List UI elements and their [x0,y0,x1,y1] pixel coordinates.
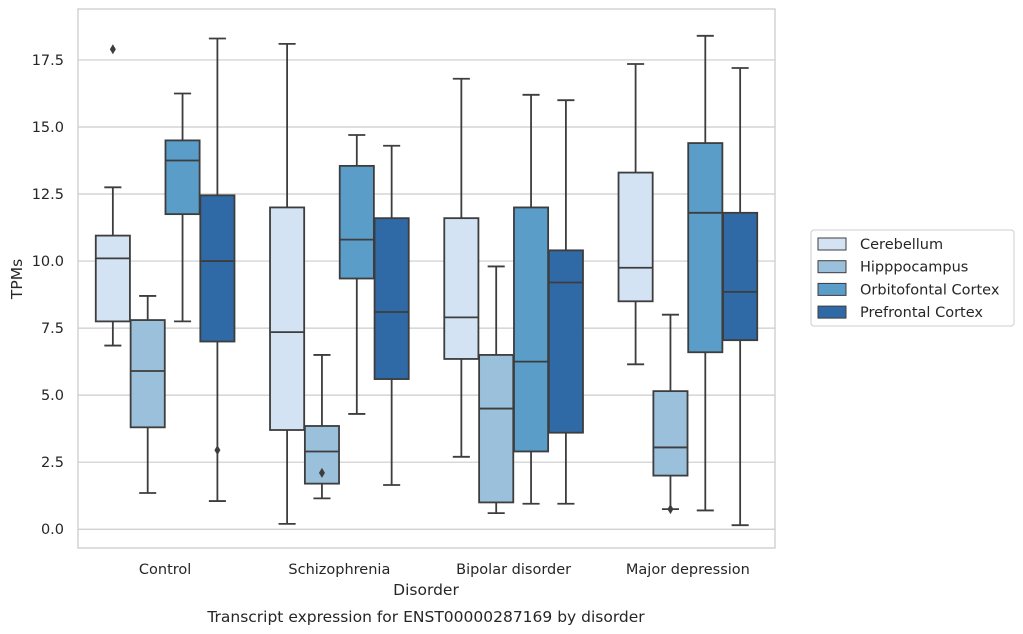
box-rect [687,142,724,354]
legend-label-2: Orbitofontal Cortex [860,282,1000,298]
y-axis-label: TPMs [8,259,26,300]
box-rect [164,139,201,216]
legend-swatch-3 [817,305,847,319]
box-rect [94,234,131,323]
box-3-1 [652,313,689,515]
box-1-3 [373,144,410,486]
legend-frame [810,229,1015,327]
box-3-0 [617,63,654,366]
box-rect [513,206,550,453]
outlier-0 [214,445,221,456]
box-2-2 [513,93,550,505]
chart-caption: Transcript expression for ENST0000028716… [206,608,645,626]
legend-label-3: Prefrontal Cortex [860,305,983,321]
legend-swatch-1 [817,260,847,274]
y-tick-label-6: 15.0 [32,120,64,136]
box-3-3 [722,67,759,527]
box-rect [129,319,166,429]
outlier-0 [109,44,116,55]
box-1-1 [303,354,340,500]
box-rect [617,171,654,303]
y-tick-label-2: 5.0 [41,388,64,404]
box-2-1 [478,265,515,515]
y-tick-label-0: 0.0 [41,522,64,538]
legend-label-1: Hipppocampus [860,260,968,276]
box-0-3 [199,37,236,502]
box-2-3 [547,99,584,505]
outlier-0 [318,467,325,478]
y-tick-label-7: 17.5 [32,53,64,69]
x-tick-labels: Control Schizophrenia Bipolar disorder Majo… [139,562,750,578]
box-0-1 [129,295,166,494]
y-tick-labels: 0.0 2.5 5.0 7.5 10.0 12.5 15.0 17.5 [32,53,64,538]
box-2-0 [443,77,480,458]
box-rect [652,390,689,477]
y-tick-label-3: 7.5 [41,321,64,337]
box-rect [478,354,515,504]
box-groups [94,34,759,527]
box-rect [373,217,410,380]
y-tick-label-4: 10.0 [32,254,64,270]
y-tick-label-1: 2.5 [41,455,64,471]
x-axis-label: Disorder [393,581,459,599]
legend-swatch-2 [817,282,847,296]
legend: Cerebellum Hipppocampus Orbitofontal Corte… [810,229,1015,327]
box-rect [199,194,236,343]
outlier-0 [667,504,674,515]
y-tick-label-5: 12.5 [32,187,64,203]
legend-items: Cerebellum Hipppocampus Orbitofontal Corte… [817,237,1000,321]
box-rect [443,217,480,360]
box-rect [722,211,759,342]
box-1-2 [338,134,375,415]
box-0-0 [94,44,131,347]
box-rect [338,164,375,280]
x-tick-label-3: Major depression [626,562,750,578]
box-0-2 [164,92,201,323]
box-rect [269,206,306,431]
x-tick-label-2: Bipolar disorder [456,562,571,578]
box-rect [547,249,584,434]
legend-label-0: Cerebellum [860,237,943,253]
x-tick-label-1: Schizophrenia [288,562,390,578]
x-tick-label-0: Control [139,562,191,578]
box-1-0 [269,42,306,525]
legend-swatch-0 [817,237,847,251]
